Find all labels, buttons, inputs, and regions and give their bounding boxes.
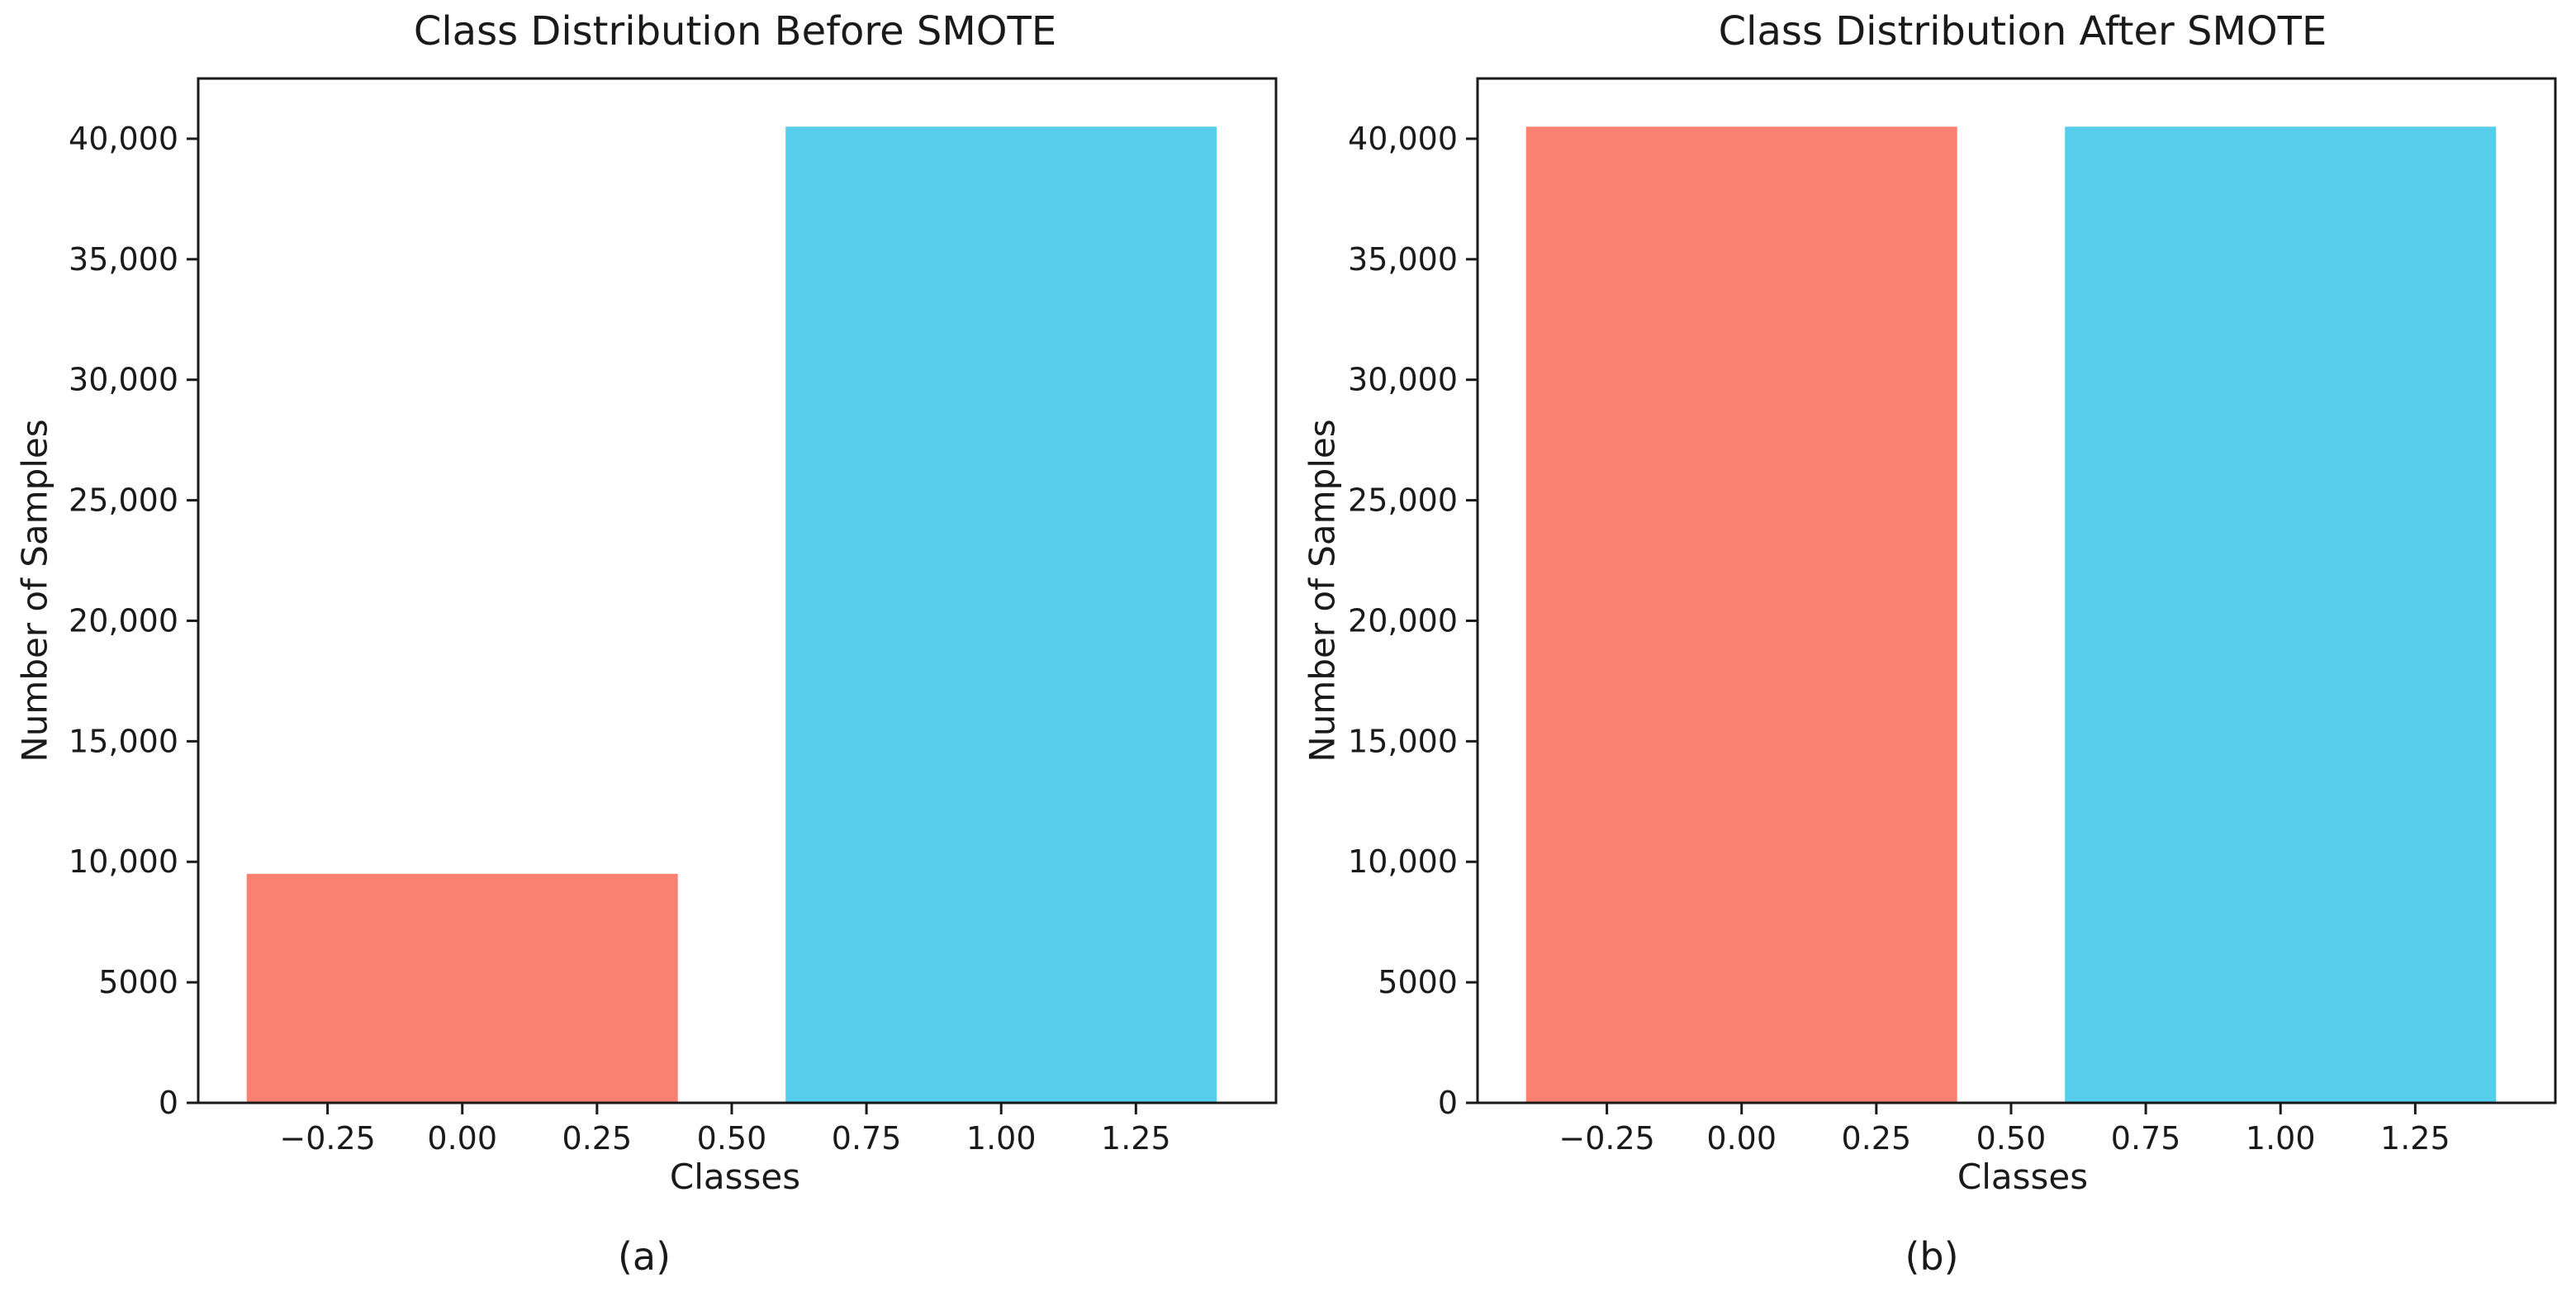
x-tick-label: 0.25 [1842,1120,1912,1157]
y-tick-label: 40,000 [1348,121,1458,157]
y-tick-label: 25,000 [69,482,178,519]
x-tick-label: 1.25 [1101,1120,1171,1157]
y-tick-label: 0 [159,1085,178,1121]
y-axis-label: Number of Samples [14,419,55,762]
x-tick-label: 0.75 [2111,1120,2181,1157]
y-tick-label: 35,000 [1348,241,1458,278]
x-tick-label: 1.25 [2380,1120,2450,1157]
subplot-caption-a: (a) [617,1234,671,1279]
bar-class-0 [246,873,678,1103]
y-tick-label: 5000 [1378,964,1458,1000]
x-tick-label: 0.00 [427,1120,497,1157]
x-tick-label: 0.00 [1706,1120,1777,1157]
y-tick-label: 40,000 [69,121,178,157]
x-tick-label: 0.25 [562,1120,633,1157]
y-tick-label: 10,000 [69,843,178,880]
axes-spines [1476,77,2557,1104]
plot-area-before-smote: 0 5000 10,000 15,000 20,000 25,000 30,000 35,00… [69,77,1278,1157]
y-tick-label: 0 [1438,1085,1458,1121]
chart-title: Class Distribution After SMOTE [1718,8,2327,55]
x-tick-label: 0.75 [832,1120,902,1157]
bar-class-1 [785,126,1217,1104]
y-tick-label: 30,000 [1348,362,1458,398]
x-axis-label: Classes [669,1157,801,1197]
y-tick-label: 10,000 [1348,843,1458,880]
subplot-caption-b: (b) [1905,1234,1959,1279]
x-tick-label: −0.25 [279,1120,375,1157]
y-tick-label: 15,000 [1348,723,1458,759]
y-axis-label: Number of Samples [1302,419,1343,762]
plot-area-after-smote: 0 5000 10,000 15,000 20,000 25,000 30,000 35,00… [1348,77,2557,1157]
bar-class-0 [1525,126,1957,1104]
y-tick-label: 5000 [98,964,178,1000]
y-tick-label: 20,000 [1348,602,1458,639]
x-axis-label: Classes [1957,1157,2089,1197]
axes-spines [197,77,1278,1104]
y-tick-label: 20,000 [69,602,178,639]
x-tick-label: 0.50 [1976,1120,2047,1157]
y-tick-label: 15,000 [69,723,178,759]
x-tick-label: 1.00 [2246,1120,2316,1157]
x-tick-label: 0.50 [697,1120,767,1157]
bar-class-1 [2065,126,2497,1104]
y-tick-label: 25,000 [1348,482,1458,519]
y-tick-label: 35,000 [69,241,178,278]
subplot-before-smote: 0 5000 10,000 15,000 20,000 25,000 30,000 35,00… [14,8,1278,1279]
x-tick-label: 1.00 [966,1120,1037,1157]
subplot-after-smote: 0 5000 10,000 15,000 20,000 25,000 30,000 35,00… [1288,0,2576,1292]
chart-title: Class Distribution Before SMOTE [413,8,1057,55]
y-tick-label: 30,000 [69,362,178,398]
x-tick-label: −0.25 [1558,1120,1654,1157]
